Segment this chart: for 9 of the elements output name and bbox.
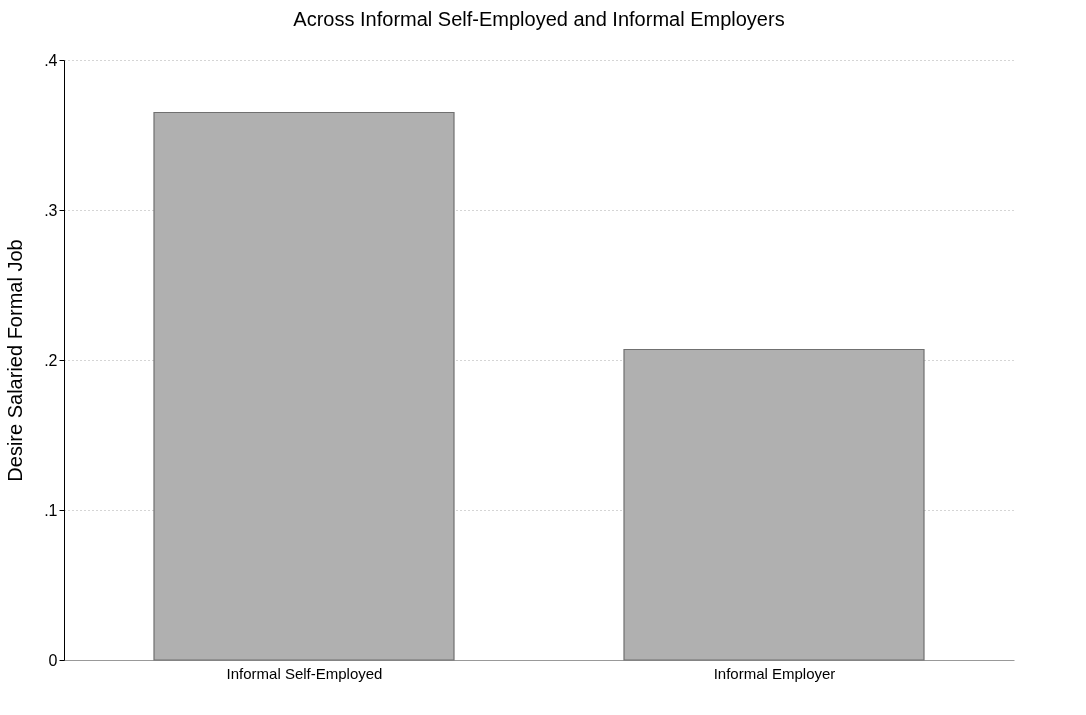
y-tick-label: 0	[48, 651, 58, 669]
x-tick-label: Informal Self-Employed	[226, 664, 383, 682]
y-axis-title: Desire Salaried Formal Job	[4, 239, 27, 482]
y-tick-label: .2	[44, 351, 58, 369]
chart-title: Across Informal Self-Employed and Informal Employers	[293, 8, 785, 30]
x-tick-label: Informal Employer	[713, 664, 836, 682]
y-tick-label: .4	[44, 51, 58, 69]
y-tick-label: .3	[44, 201, 58, 219]
y-tick-label: .1	[44, 501, 58, 519]
